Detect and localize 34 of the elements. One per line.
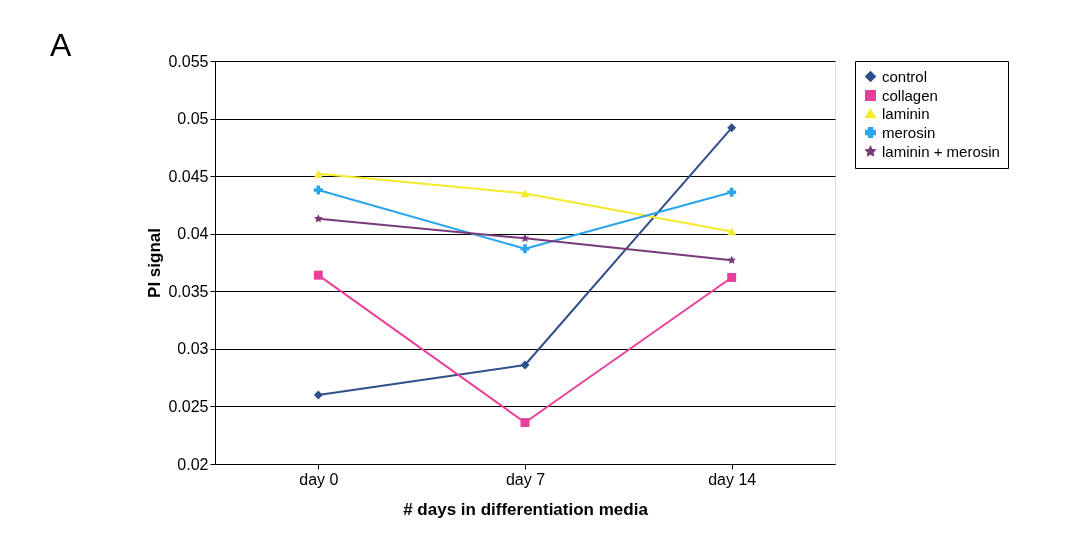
y-tick-label: 0.035 [168, 282, 209, 300]
point [727, 273, 737, 282]
point [313, 185, 323, 195]
point [727, 187, 737, 197]
point [520, 418, 530, 428]
y-axis-title: PI signal [145, 228, 165, 298]
point [520, 189, 530, 198]
point [727, 123, 737, 133]
y-tick-label: 0.02 [177, 455, 209, 473]
legend-label: collagen [882, 86, 938, 104]
x-tick-label: day 0 [299, 470, 339, 488]
point [520, 360, 530, 370]
point [520, 233, 530, 242]
point [314, 214, 323, 223]
point [520, 244, 530, 254]
x-axis-title: # days in differentiation media [403, 499, 649, 519]
point [313, 169, 323, 178]
point [727, 255, 736, 264]
legend-label: merosin [882, 123, 936, 141]
y-tick-label: 0.03 [177, 340, 209, 358]
y-tick-label: 0.05 [177, 110, 209, 128]
point [727, 227, 737, 236]
y-tick-label: 0.025 [168, 397, 209, 415]
y-tick-label: 0.04 [177, 225, 209, 243]
text: A [50, 27, 72, 63]
legend-label: control [882, 67, 928, 85]
legend-label: laminin [882, 104, 930, 122]
point [313, 270, 323, 280]
x-tick-label: day 7 [505, 470, 546, 488]
legend-label: laminin + merosin [882, 142, 1000, 160]
x-tick-label: day 14 [708, 470, 757, 488]
y-tick-label: 0.055 [168, 52, 209, 70]
point [313, 390, 323, 400]
y-tick-label: 0.045 [168, 167, 209, 185]
